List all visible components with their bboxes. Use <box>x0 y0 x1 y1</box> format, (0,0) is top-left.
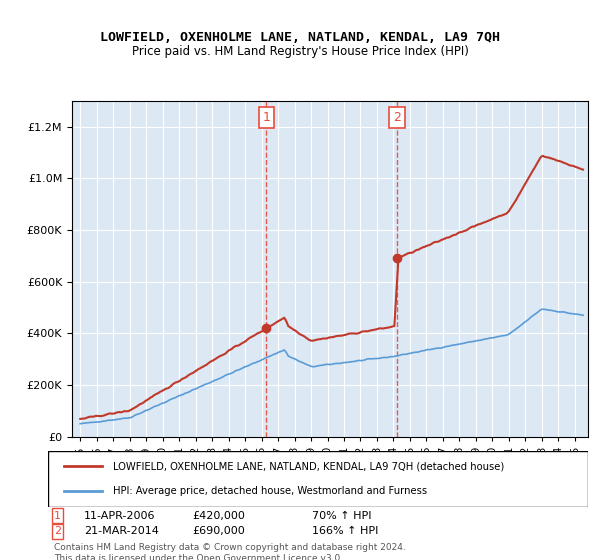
Text: 2: 2 <box>54 526 61 536</box>
Text: HPI: Average price, detached house, Westmorland and Furness: HPI: Average price, detached house, West… <box>113 486 427 496</box>
FancyBboxPatch shape <box>48 451 588 507</box>
Text: £690,000: £690,000 <box>192 526 245 536</box>
Text: LOWFIELD, OXENHOLME LANE, NATLAND, KENDAL, LA9 7QH (detached house): LOWFIELD, OXENHOLME LANE, NATLAND, KENDA… <box>113 461 504 472</box>
Text: Contains HM Land Registry data © Crown copyright and database right 2024.
This d: Contains HM Land Registry data © Crown c… <box>54 543 406 560</box>
Text: 70% ↑ HPI: 70% ↑ HPI <box>312 511 371 521</box>
Text: 1: 1 <box>262 111 271 124</box>
Text: £420,000: £420,000 <box>192 511 245 521</box>
Text: Price paid vs. HM Land Registry's House Price Index (HPI): Price paid vs. HM Land Registry's House … <box>131 45 469 58</box>
Text: LOWFIELD, OXENHOLME LANE, NATLAND, KENDAL, LA9 7QH: LOWFIELD, OXENHOLME LANE, NATLAND, KENDA… <box>100 31 500 44</box>
Text: 11-APR-2006: 11-APR-2006 <box>84 511 155 521</box>
Text: 2: 2 <box>393 111 401 124</box>
Text: 166% ↑ HPI: 166% ↑ HPI <box>312 526 379 536</box>
Text: 1: 1 <box>54 511 61 521</box>
Text: 21-MAR-2014: 21-MAR-2014 <box>84 526 159 536</box>
